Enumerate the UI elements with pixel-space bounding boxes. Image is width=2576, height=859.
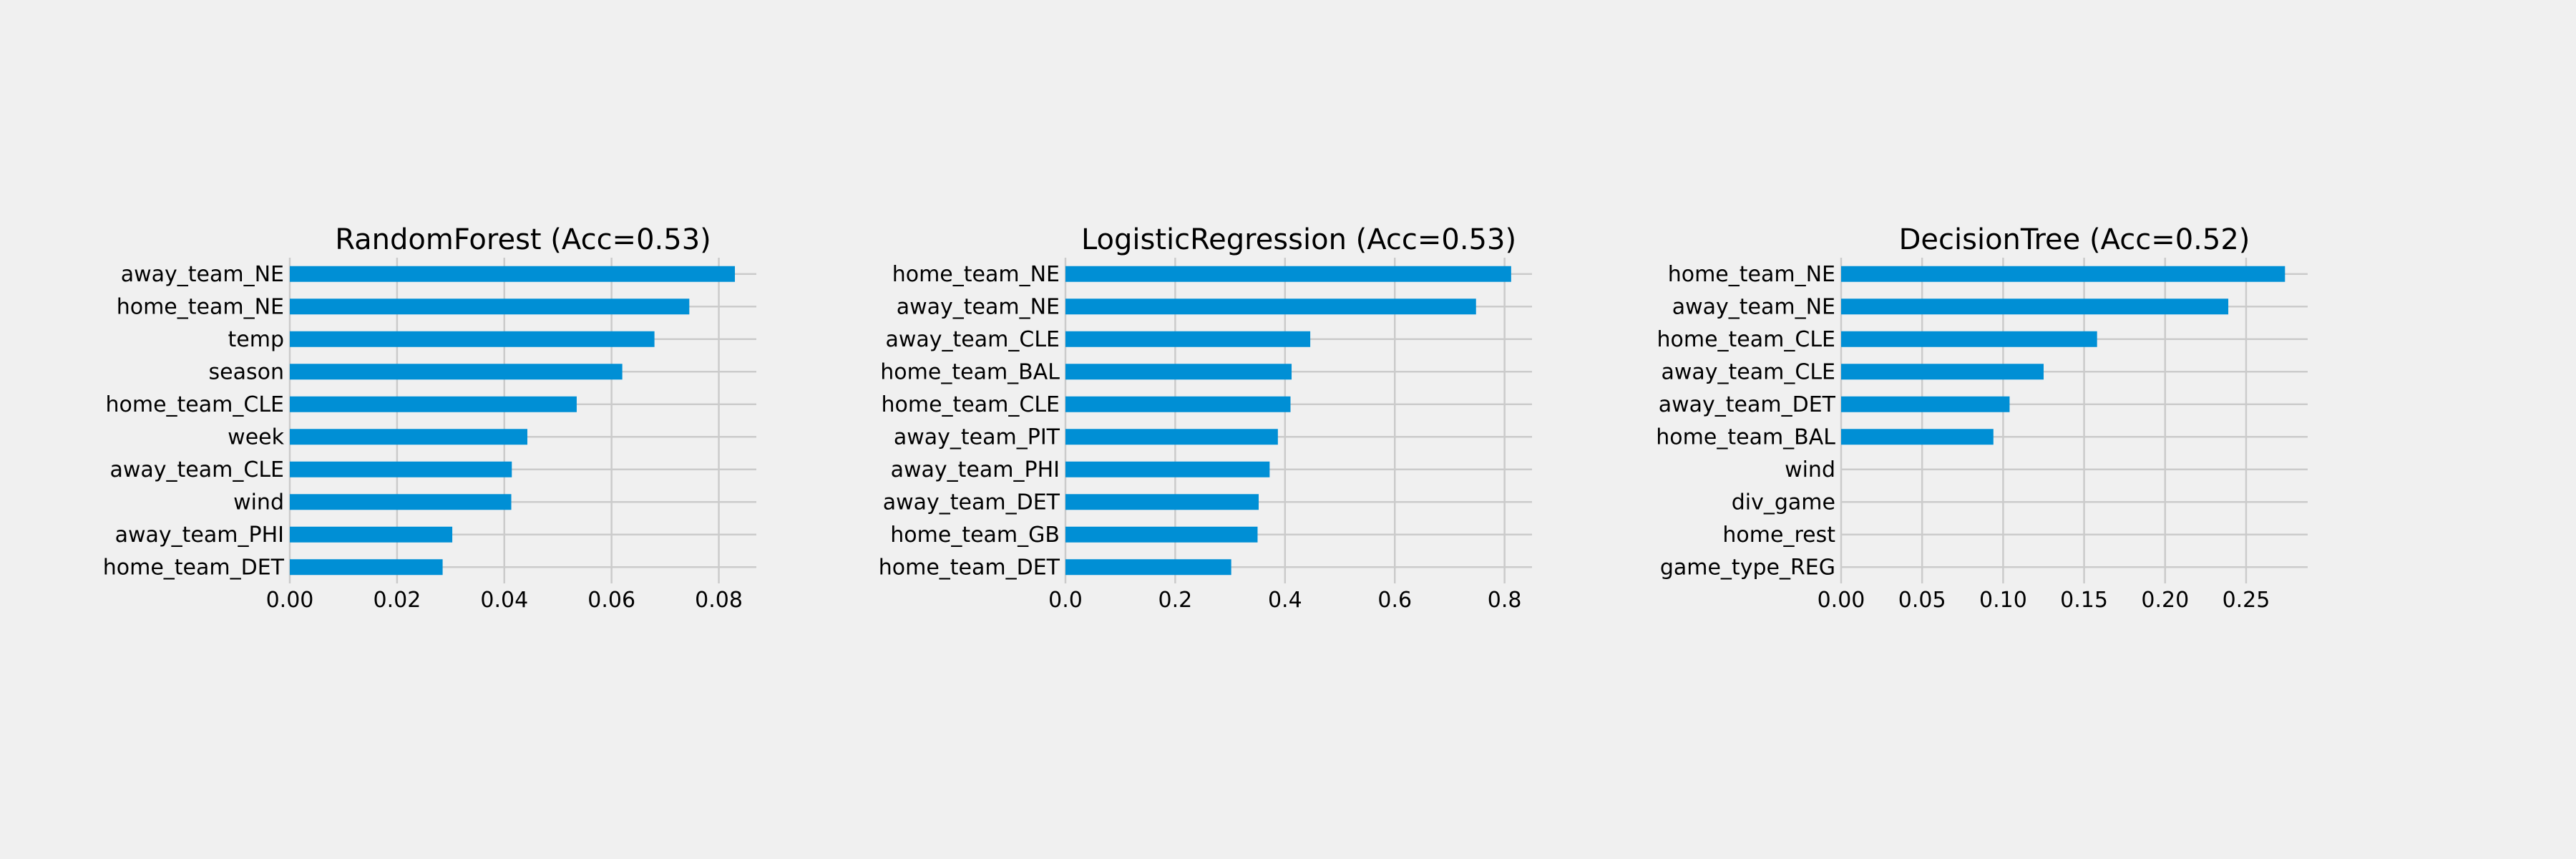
y-tick-label: week	[228, 424, 284, 450]
y-tick-label: away_team_DET	[1659, 392, 1836, 417]
panel-decision-tree: home_team_NE away_team_NE home_team_CLEawa…	[1656, 223, 2308, 613]
bar	[290, 526, 453, 543]
y-tick-label: home_team_CLE	[882, 392, 1060, 417]
y-tick-label: away_team_NE	[121, 262, 284, 287]
bar	[290, 396, 577, 412]
x-tick-label: 0.4	[1268, 588, 1302, 613]
x-tick-label: 0.10	[1979, 588, 2027, 613]
y-tick-label: away_team_DET	[883, 490, 1060, 515]
y-tick-label: temp	[228, 327, 285, 352]
bar	[1841, 364, 2044, 380]
bar	[1841, 299, 2229, 315]
y-tick-label: away_team_CLE	[885, 327, 1060, 352]
bar	[1841, 396, 2010, 412]
bar	[290, 364, 623, 380]
bar	[1065, 299, 1476, 315]
y-tick-label: away_team_PHI	[891, 457, 1060, 482]
y-tick-label: game_type_REG	[1660, 555, 1835, 580]
y-tick-label: home_team_NE	[1668, 262, 1835, 287]
x-tick-label: 0.6	[1377, 588, 1412, 613]
x-tick-label: 0.00	[1818, 588, 1865, 613]
x-tick-label: 0.0	[1048, 588, 1083, 613]
x-tick-label: 0.02	[373, 588, 421, 613]
y-tick-label: away_team_NE	[1672, 294, 1835, 319]
panel-title: LogisticRegression (Acc=0.53)	[1081, 223, 1516, 256]
x-tick-label: 0.8	[1488, 588, 1522, 613]
y-tick-label: home_team_CLE	[1657, 327, 1836, 352]
bar	[1065, 364, 1292, 380]
y-tick-label: home_team_NE	[892, 262, 1060, 287]
y-tick-label: home_team_CLE	[106, 392, 285, 417]
x-tick-label: 0.04	[480, 588, 528, 613]
y-tick-label: home_team_BAL	[880, 359, 1060, 384]
bar	[1065, 266, 1511, 282]
y-tick-label: div_game	[1732, 490, 1835, 515]
y-tick-label: home_team_NE	[117, 294, 284, 319]
x-tick-label: 0.06	[587, 588, 635, 613]
y-tick-label: away_team_PIT	[894, 424, 1060, 450]
y-tick-label: season	[209, 359, 284, 384]
bar	[290, 494, 512, 510]
bar	[1841, 266, 2285, 282]
x-tick-label: 0.00	[266, 588, 314, 613]
bar	[1065, 461, 1270, 477]
y-tick-label: home_team_DET	[103, 555, 285, 580]
panel-title: DecisionTree (Acc=0.52)	[1899, 223, 2250, 256]
y-tick-label: home_team_GB	[890, 523, 1060, 548]
bar	[1065, 396, 1291, 412]
y-tick-label: away_team_NE	[897, 294, 1060, 319]
x-tick-label: 0.08	[695, 588, 743, 613]
bar	[1065, 494, 1259, 510]
y-tick-label: home_rest	[1722, 523, 1835, 548]
y-tick-label: home_team_BAL	[1656, 424, 1835, 450]
bar	[290, 461, 512, 477]
bar	[1065, 429, 1278, 445]
bar	[290, 331, 655, 347]
x-tick-label: 0.2	[1158, 588, 1193, 613]
y-tick-label: away_team_PHI	[115, 523, 284, 548]
panel-logistic-regression: home_team_NE away_team_NE away_team_CLEhom…	[879, 223, 1532, 613]
bar	[290, 429, 527, 445]
y-tick-label: wind	[1785, 457, 1835, 482]
bar	[290, 559, 443, 576]
bar	[290, 266, 736, 282]
y-tick-label: home_team_DET	[879, 555, 1060, 580]
bar	[1841, 331, 2097, 347]
y-tick-label: away_team_CLE	[1661, 359, 1835, 384]
bar	[1841, 429, 1994, 445]
panel-title: RandomForest (Acc=0.53)	[335, 223, 711, 256]
x-tick-label: 0.20	[2141, 588, 2189, 613]
y-tick-label: wind	[233, 490, 284, 515]
bar	[290, 299, 690, 315]
bar	[1065, 559, 1231, 576]
x-tick-label: 0.25	[2223, 588, 2270, 613]
x-tick-label: 0.15	[2060, 588, 2108, 613]
x-tick-label: 0.05	[1898, 588, 1946, 613]
bar	[1065, 331, 1311, 347]
bar	[1065, 526, 1258, 543]
y-tick-label: away_team_CLE	[109, 457, 284, 482]
